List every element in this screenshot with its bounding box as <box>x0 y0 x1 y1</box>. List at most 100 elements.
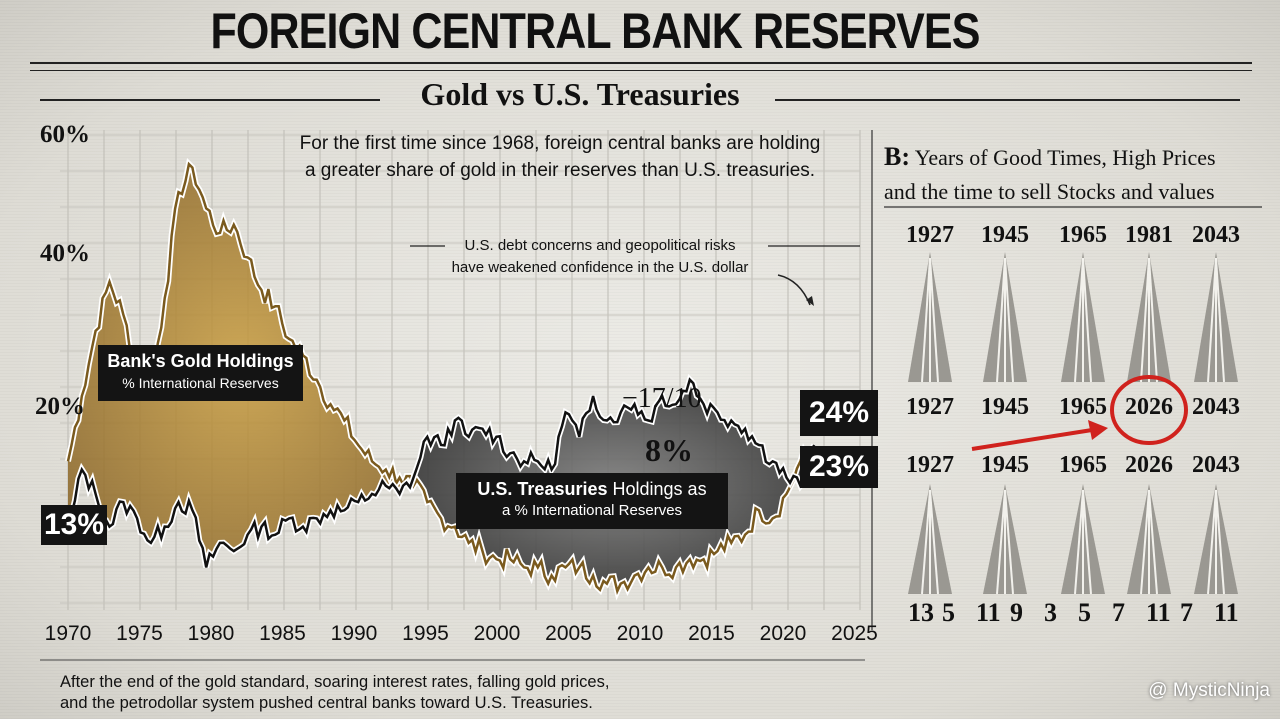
x-tick-2015: 2015 <box>688 622 735 645</box>
footer-line2: and the petrodollar system pushed centra… <box>60 694 593 712</box>
gold-series-line <box>66 161 816 596</box>
chart-subtitle: Gold vs U.S. Treasuries <box>420 76 740 112</box>
panel-b-heading-text: Years of Good Times, High Prices <box>914 145 1216 170</box>
treasury-label-line2: a % International Reserves <box>501 502 683 519</box>
cycle-spike-stripe <box>1215 489 1225 595</box>
highlight-circle <box>1110 375 1188 445</box>
cycle-spike-stripe <box>929 257 939 383</box>
cycle-spike-stripe <box>1148 489 1158 595</box>
x-tick-1975: 1975 <box>116 622 163 645</box>
y-tick-60: 60% <box>40 121 90 148</box>
cycle-spike-stripe <box>1004 489 1014 595</box>
subtitle-rule-right <box>775 99 1240 101</box>
gold-label-line1: Bank's Gold Holdings <box>107 351 294 371</box>
panel-b-cycle-6: 7 <box>1112 598 1125 627</box>
x-tick-1985: 1985 <box>259 622 306 645</box>
panel-b-heading-line1: B: Years of Good Times, High Prices <box>884 140 1264 175</box>
treasury-series-label: U.S. Treasuries Holdings as a % Internat… <box>456 473 728 529</box>
tag-23pct: 23% <box>800 446 878 488</box>
cycle-spike-stripe <box>1140 489 1150 595</box>
cycle-spike-stripe <box>1004 257 1014 383</box>
mid-ratio-label: −17/10 <box>622 383 702 414</box>
title-rule-top <box>30 62 1252 64</box>
panel-b-cycle-1: 5 <box>942 598 955 627</box>
panel-b-cycle-7: 11 <box>1146 598 1171 627</box>
panel-b-heading-line2: and the time to sell Stocks and values <box>884 179 1215 204</box>
footer-line1: After the end of the gold standard, soar… <box>60 673 610 691</box>
cycle-spike-stripe <box>1074 257 1084 383</box>
x-tick-2005: 2005 <box>545 622 592 645</box>
watermark: @ MysticNinja <box>1148 680 1270 701</box>
panel-b-cycle-3: 9 <box>1010 598 1023 627</box>
panel-b-year-r2-1927: 1927 <box>906 394 954 420</box>
panel-b-letter: B: <box>884 142 910 171</box>
treasury-label-bold: U.S. Treasuries <box>477 479 608 499</box>
x-tick-2010: 2010 <box>616 622 664 645</box>
panel-b-year-r1-1965: 1965 <box>1059 222 1107 248</box>
cycle-spike-stripe <box>1148 257 1158 383</box>
x-tick-2025: 2025 <box>831 622 878 645</box>
note-arrow-head <box>806 296 814 306</box>
x-tick-2020: 2020 <box>759 622 807 645</box>
x-tick-1980: 1980 <box>187 622 235 645</box>
panel-b-year-r3-2026: 2026 <box>1125 452 1173 478</box>
panel-b-year-r3-2043: 2043 <box>1192 452 1240 478</box>
panel-b-cycle-2: 11 <box>976 598 1001 627</box>
panel-b-year-r1-1927: 1927 <box>906 222 954 248</box>
cycle-spike-stripe <box>996 489 1006 595</box>
mid-note-line1: U.S. debt concerns and geopolitical risk… <box>464 237 736 254</box>
cycle-spike-stripe <box>921 257 931 383</box>
x-tick-1970: 1970 <box>44 622 92 645</box>
y-tick-40: 40% <box>40 240 90 267</box>
panel-b-year-r2-2026: 2026 <box>1125 394 1173 420</box>
panel-b-year-r3-1927: 1927 <box>906 452 954 478</box>
panel-b-year-r1-2043: 2043 <box>1192 222 1240 248</box>
treasury-label-rest: Holdings as <box>612 479 707 499</box>
panel-b-year-r2-1945: 1945 <box>981 394 1029 420</box>
cycle-spike-stripe <box>1215 257 1225 383</box>
panel-b-cycle-4: 3 <box>1044 598 1057 627</box>
panel-b-cycle-9: 11 <box>1214 598 1239 627</box>
highlight-arrow-head <box>1088 420 1108 440</box>
mid-note-line2: have weakened confidence in the U.S. dol… <box>451 259 749 276</box>
panel-b-heading: B: Years of Good Times, High Prices and … <box>884 140 1264 209</box>
x-tick-2000: 2000 <box>473 622 521 645</box>
mid-note: U.S. debt concerns and geopolitical risk… <box>420 235 780 279</box>
cycle-spike-stripe <box>1207 489 1217 595</box>
cycle-spike-stripe <box>1082 489 1092 595</box>
x-tick-1995: 1995 <box>402 622 449 645</box>
highlight-arrow-shaft <box>971 428 1093 451</box>
panel-b-cycle-8: 7 <box>1180 598 1193 627</box>
footer-note: After the end of the gold standard, soar… <box>60 672 680 714</box>
panel-b-year-r2-2043: 2043 <box>1192 394 1240 420</box>
top-note-line2: a greater share of gold in their reserve… <box>304 160 816 181</box>
page-title: FOREIGN CENTRAL BANK RESERVES <box>210 3 980 59</box>
panel-b-year-r1-1945: 1945 <box>981 222 1029 248</box>
cycle-spike-stripe <box>996 257 1006 383</box>
cycle-spike-stripe <box>929 489 939 595</box>
subtitle-rule-left <box>40 99 380 101</box>
gold-label-line2: % International Reserves <box>122 375 279 391</box>
x-tick-1990: 1990 <box>330 622 378 645</box>
cycle-spike-stripe <box>1207 257 1217 383</box>
cycle-spike-stripe <box>921 489 931 595</box>
gold-series-label: Bank's Gold Holdings % International Res… <box>98 345 303 401</box>
y-tick-20: 20% <box>35 393 85 420</box>
tag-13pct: 13% <box>41 505 107 545</box>
panel-b-spikes <box>908 252 1238 595</box>
title-rule-bottom <box>30 70 1252 71</box>
panel-b-year-r3-1945: 1945 <box>981 452 1029 478</box>
cycle-spike-stripe <box>1074 489 1084 595</box>
treasury-label-line1: U.S. Treasuries Holdings as <box>456 479 728 500</box>
top-note: For the first time since 1968, foreign c… <box>270 130 850 184</box>
tag-24pct: 24% <box>800 390 878 436</box>
cycle-spike-stripe <box>1140 257 1150 383</box>
panel-b-year-r3-1965: 1965 <box>1059 452 1107 478</box>
panel-b-year-r2-1965: 1965 <box>1059 394 1107 420</box>
top-note-line1: For the first time since 1968, foreign c… <box>299 133 821 154</box>
mid-pct-label: 8% <box>645 432 693 468</box>
panel-b-cycle-0: 13 <box>908 598 934 627</box>
cycle-spike-stripe <box>1082 257 1092 383</box>
panel-b-year-r1-1981: 1981 <box>1125 222 1173 248</box>
treasury-series-line <box>66 377 816 568</box>
